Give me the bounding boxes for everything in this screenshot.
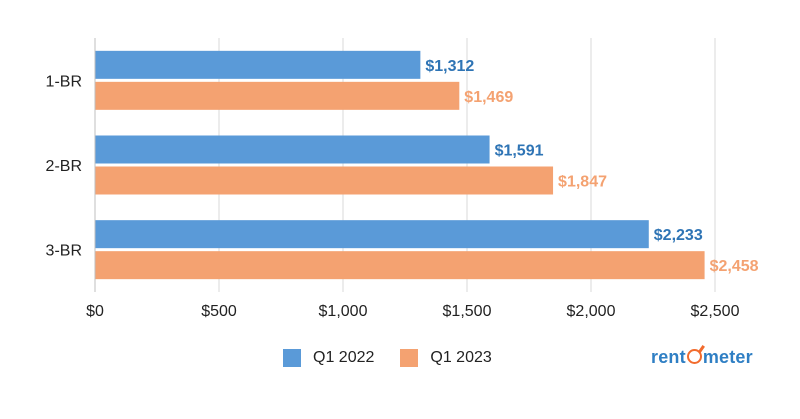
- bar: [95, 166, 554, 195]
- data-label: $2,458: [710, 258, 759, 275]
- legend-swatch-series-2: [400, 349, 419, 367]
- legend-label-series-1: Q1 2022: [313, 349, 375, 366]
- x-tick-label: $0: [86, 303, 104, 320]
- legend-label-series-2: Q1 2023: [430, 349, 492, 366]
- data-labels: $1,312 $1,469 $1,591 $1,847 $2,233 $2,458: [425, 58, 758, 275]
- legend: Q1 2022 Q1 2023: [283, 349, 518, 367]
- data-label: $1,591: [495, 143, 544, 160]
- axes: $0 $500 $1,000 $1,500 $2,000 $2,500 1-BR 2-BR 3-…: [46, 38, 740, 320]
- bars: [95, 50, 705, 280]
- data-label: $1,312: [425, 58, 474, 75]
- category-label: 3-BR: [46, 243, 82, 260]
- bar: [95, 251, 705, 280]
- logo-text-end: meter: [702, 347, 753, 367]
- x-tick-label: $500: [201, 303, 237, 320]
- x-tick-label: $1,500: [443, 303, 492, 320]
- legend-swatch-series-1: [283, 349, 301, 367]
- data-label: $2,233: [654, 227, 703, 244]
- bar: [95, 50, 421, 79]
- bar: [95, 135, 490, 164]
- x-tick-label: $2,500: [691, 303, 740, 320]
- x-tick-label: $1,000: [319, 303, 368, 320]
- category-label: 2-BR: [46, 158, 82, 175]
- category-label: 1-BR: [46, 73, 82, 90]
- bar: [95, 81, 460, 110]
- logo-text-start: rent: [651, 347, 686, 367]
- bar: [95, 220, 649, 249]
- rentometer-logo: rent meter: [651, 347, 753, 368]
- legend-item-series-2: Q1 2023: [400, 349, 492, 367]
- data-label: $1,469: [464, 89, 513, 106]
- data-label: $1,847: [558, 174, 607, 191]
- x-tick-label: $2,000: [567, 303, 616, 320]
- legend-item-series-1: Q1 2022: [283, 349, 374, 367]
- logo-pin-icon: [686, 349, 702, 364]
